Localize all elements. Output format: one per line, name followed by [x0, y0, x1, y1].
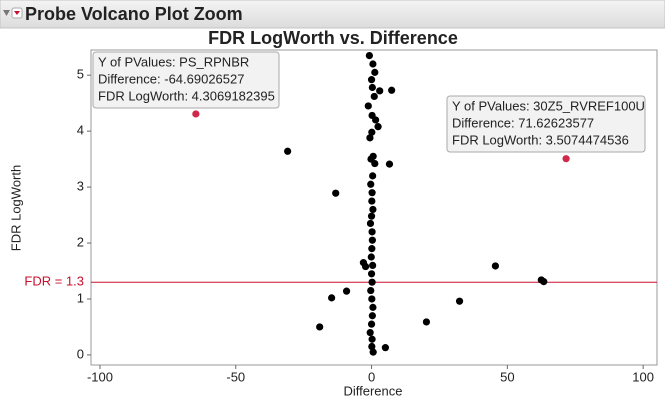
- point: [369, 303, 377, 311]
- point: [367, 253, 375, 261]
- tooltip-line: FDR LogWorth: 4.3069182395: [98, 88, 275, 103]
- point: [364, 102, 372, 110]
- x-axis-label: Difference: [343, 383, 402, 398]
- point: [372, 116, 380, 124]
- point: [367, 76, 376, 84]
- x-tick-label: 100: [632, 369, 654, 384]
- point: [366, 328, 374, 337]
- point: [540, 278, 548, 286]
- point: [367, 270, 376, 278]
- point: [369, 348, 377, 356]
- y-axis-label: FDR LogWorth: [8, 165, 23, 251]
- point: [370, 92, 378, 101]
- x-tick-label: -100: [87, 369, 113, 384]
- point: [562, 155, 570, 163]
- point: [316, 323, 324, 331]
- point: [368, 189, 376, 197]
- tooltip-line: FDR LogWorth: 3.5074474536: [452, 132, 629, 147]
- point: [342, 287, 351, 295]
- point: [332, 189, 340, 197]
- point: [388, 86, 396, 94]
- point: [376, 87, 384, 95]
- point: [369, 60, 377, 68]
- tooltip-box: [92, 51, 280, 109]
- y-tick-label: 2: [77, 234, 84, 249]
- chart-title: FDR LogWorth vs. Difference: [208, 28, 458, 48]
- point: [368, 245, 376, 253]
- point: [368, 83, 376, 92]
- x-tick-label: 0: [368, 369, 375, 384]
- point: [369, 261, 377, 270]
- tooltip-box: [446, 95, 646, 153]
- point: [366, 219, 375, 228]
- point: [361, 262, 370, 271]
- y-tick-label: 4: [77, 123, 84, 138]
- y-tick-label: 1: [77, 290, 84, 305]
- point: [368, 295, 376, 303]
- tooltip-line: Difference: 71.62623577: [452, 115, 594, 130]
- x-tick-label: -50: [226, 369, 245, 384]
- header-bar: [0, 0, 665, 29]
- y-tick-label: 3: [77, 179, 84, 194]
- point: [367, 212, 376, 220]
- point: [368, 236, 376, 244]
- x-tick-label: 50: [500, 369, 514, 384]
- point: [368, 197, 376, 205]
- point: [368, 312, 376, 320]
- point: [366, 134, 374, 142]
- point: [368, 128, 376, 136]
- point: [371, 159, 379, 168]
- point: [365, 51, 373, 60]
- point: [368, 335, 376, 343]
- point: [367, 180, 375, 188]
- collapse-icon[interactable]: [3, 10, 10, 16]
- point: [328, 294, 336, 302]
- menu-arrow: [14, 11, 20, 15]
- point: [422, 318, 431, 326]
- point: [368, 228, 376, 236]
- y-tick-label: 5: [77, 67, 84, 82]
- point: [369, 205, 377, 214]
- point: [367, 286, 375, 295]
- point: [455, 297, 464, 305]
- point: [369, 172, 377, 180]
- point: [367, 320, 376, 328]
- point: [371, 68, 379, 76]
- header-title: Probe Volcano Plot Zoom: [25, 4, 243, 24]
- point: [368, 342, 376, 351]
- tooltip-line: Y of PValues: PS_RPNBR: [98, 54, 249, 69]
- point: [284, 147, 292, 155]
- tooltip-line: Difference: -64.69026527: [98, 71, 244, 86]
- y-tick-label: 0: [77, 346, 84, 361]
- reference-label: FDR = 1.3: [24, 274, 84, 289]
- point: [381, 344, 390, 352]
- point: [374, 123, 382, 131]
- point: [192, 110, 200, 118]
- point: [368, 278, 376, 286]
- point: [491, 262, 500, 270]
- point: [385, 160, 394, 168]
- tooltip-line: Y of PValues: 30Z5_RVREF100U: [452, 98, 645, 113]
